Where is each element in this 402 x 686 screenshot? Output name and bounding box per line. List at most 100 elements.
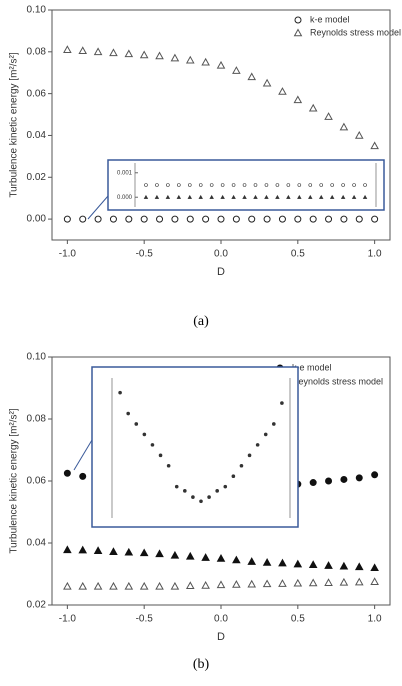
data-point — [262, 558, 272, 566]
x-tick-label: 1.0 — [368, 249, 382, 260]
inset-point — [118, 390, 122, 395]
legend-label: k-e model — [310, 14, 350, 24]
inset-point — [223, 484, 228, 489]
inset-point — [308, 194, 313, 199]
y-axis-label: Turbulence kinetic energy [m²/s²] — [9, 408, 20, 553]
data-point — [216, 60, 226, 69]
data-point — [139, 50, 149, 59]
inset-point — [329, 194, 335, 199]
data-point — [278, 579, 287, 587]
data-point — [308, 103, 318, 112]
inset-point — [253, 183, 258, 187]
x-tick-label: 0.0 — [214, 614, 228, 625]
data-point — [170, 550, 180, 559]
inset-connector — [87, 195, 109, 220]
inset-point — [142, 432, 147, 437]
data-point — [109, 215, 117, 223]
data-point — [339, 122, 349, 131]
inset-point — [275, 183, 280, 187]
data-point — [354, 562, 364, 571]
legend-marker — [293, 28, 303, 37]
inset-point — [174, 484, 179, 489]
inset-point — [155, 183, 159, 187]
inset-point — [275, 194, 280, 199]
data-point — [63, 215, 71, 223]
data-point — [248, 215, 256, 223]
data-point — [370, 577, 379, 586]
inset-point — [150, 443, 155, 447]
data-point — [124, 49, 134, 58]
inset-point — [176, 194, 182, 199]
x-tick-label: 0.5 — [291, 249, 305, 260]
inset-point — [286, 183, 291, 187]
data-point — [185, 55, 195, 64]
inset-point — [207, 495, 211, 499]
legend-label: Reynolds stress model — [292, 376, 383, 386]
data-point — [339, 561, 349, 570]
data-point — [355, 474, 363, 482]
inset-point — [231, 194, 236, 199]
data-point — [324, 578, 333, 586]
inset-point — [352, 183, 356, 187]
data-point — [247, 579, 257, 588]
x-axis-label: D — [217, 631, 225, 643]
inset-point — [231, 183, 236, 187]
inset-point — [362, 194, 368, 199]
data-point — [201, 580, 210, 589]
data-point — [278, 87, 287, 95]
data-point — [293, 578, 303, 587]
data-point — [232, 215, 240, 223]
inset-point — [165, 194, 171, 199]
data-point — [155, 51, 164, 60]
inset-y-tick-label: 0.000 — [117, 195, 133, 201]
y-tick-label: 0.10 — [27, 352, 47, 363]
caption: (a) — [193, 314, 209, 329]
data-point — [370, 563, 379, 572]
y-axis-label: Turbulence kinetic energy [m²/s²] — [9, 52, 20, 197]
y-tick-label: 0.02 — [27, 600, 47, 611]
data-point — [94, 215, 102, 223]
inset-point — [319, 183, 324, 187]
data-point — [370, 141, 379, 150]
data-point — [201, 57, 210, 66]
inset-point — [177, 183, 181, 187]
inset-point — [144, 183, 148, 187]
data-point — [354, 577, 364, 586]
inset-point — [286, 194, 291, 199]
x-tick-label: -1.0 — [59, 249, 77, 260]
data-point — [156, 215, 164, 223]
inset-point — [297, 183, 302, 187]
inset-point — [242, 194, 247, 199]
data-point — [202, 215, 210, 223]
inset-point — [253, 194, 258, 199]
data-point — [79, 215, 87, 223]
data-point — [217, 215, 225, 223]
data-point — [185, 581, 195, 590]
data-point — [371, 471, 379, 479]
x-tick-label: -1.0 — [59, 614, 77, 625]
inset-point — [264, 183, 269, 187]
inset-point — [264, 194, 269, 199]
data-point — [294, 215, 302, 223]
data-point — [78, 545, 88, 554]
inset-point — [247, 453, 252, 458]
data-point — [247, 557, 257, 565]
data-point — [263, 215, 271, 223]
data-point — [216, 554, 226, 562]
data-point — [109, 547, 118, 555]
inset-point — [220, 183, 225, 187]
caption: (b) — [193, 657, 210, 672]
data-point — [371, 215, 379, 223]
y-tick-label: 0.06 — [27, 476, 47, 487]
data-point — [355, 215, 363, 223]
data-point — [201, 553, 210, 561]
data-point — [309, 479, 317, 487]
data-point — [216, 580, 226, 589]
data-point — [78, 581, 88, 590]
inset-point — [134, 422, 139, 426]
data-point — [354, 130, 364, 139]
data-point — [125, 215, 133, 223]
data-point — [63, 469, 71, 477]
data-point — [278, 558, 287, 567]
inset-point — [166, 183, 170, 187]
